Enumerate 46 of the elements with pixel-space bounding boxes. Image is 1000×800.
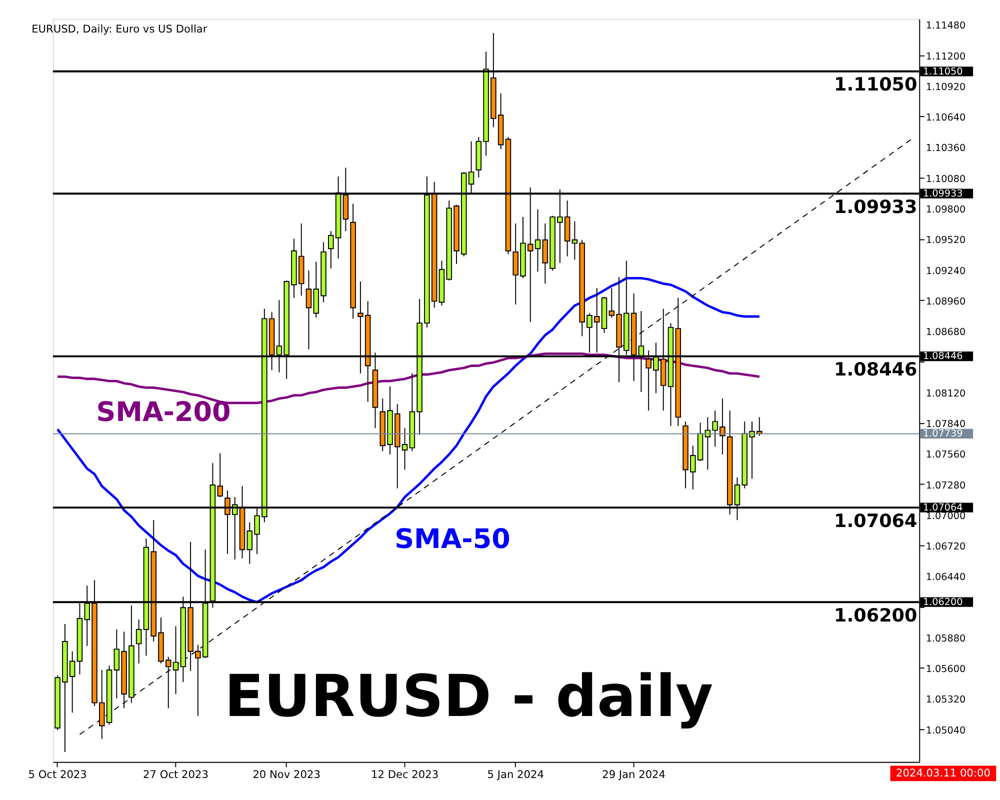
candlestick: [136, 619, 142, 664]
y-tick-label: 1.09800: [926, 204, 966, 216]
x-tick-label: 5 Jan 2024: [487, 768, 544, 781]
y-tick-label: 1.08120: [926, 388, 966, 400]
chart-title: EURUSD, Daily: Euro vs US Dollar: [32, 23, 208, 36]
y-tick-label: 1.10360: [926, 143, 966, 154]
ref-line-label: 1.09933: [834, 196, 918, 218]
y-tick-label: 1.05600: [926, 664, 966, 676]
ref-line-label: 1.08446: [834, 360, 918, 381]
ref-line-label: 1.07064: [834, 510, 918, 532]
annotation: EURUSD - daily: [224, 662, 714, 730]
y-tick-label: 1.07560: [926, 450, 966, 461]
y-tick-label: 1.11480: [926, 20, 966, 32]
y-tick-label: 1.09520: [926, 235, 966, 246]
y-tick-label: 1.07000: [926, 510, 966, 522]
y-tick-label: 1.11200: [926, 51, 966, 62]
y-tick-label: 1.06440: [926, 572, 966, 584]
text: 1.06200: [923, 597, 963, 608]
line-series: [56, 277, 761, 604]
y-tick-label: 1.09240: [926, 266, 966, 277]
y-tick-label: 1.07280: [926, 480, 966, 492]
text: 1.08446: [923, 351, 963, 362]
series-label: SMA-50: [394, 524, 510, 556]
y-tick-label: 1.05040: [926, 725, 966, 736]
y-tick-label: 1.10640: [926, 112, 966, 124]
x-tick-label: 12 Dec 2023: [370, 768, 439, 781]
x-tick-label: 20 Nov 2023: [252, 768, 320, 781]
series-label: SMA-200: [96, 397, 231, 428]
y-tick-label: 1.06720: [926, 542, 966, 553]
text: 1.11050: [923, 66, 963, 78]
y-tick-label: 1.10080: [926, 174, 966, 185]
y-tick-label: 1.07840: [926, 418, 966, 430]
ref-line-label: 1.11050: [834, 74, 918, 96]
y-tick-label: 1.08960: [926, 296, 966, 308]
x-tick-label: 27 Oct 2023: [143, 768, 208, 781]
ref-line-label: 1.07739: [923, 428, 963, 440]
y-tick-label: 1.05880: [926, 633, 966, 644]
text: 1.09933: [923, 188, 963, 200]
y-tick-label: 1.08680: [926, 327, 966, 338]
x-tick-label: 29 Jan 2024: [602, 768, 666, 781]
y-tick-label: 1.10920: [926, 82, 966, 93]
y-tick-label: 1.05320: [926, 694, 966, 706]
text: 2024.03.11 00:00: [896, 767, 991, 780]
ref-line-label: 1.06200: [834, 605, 918, 626]
text: 1.07064: [923, 502, 963, 514]
x-tick-label: 5 Oct 2023: [28, 768, 87, 781]
